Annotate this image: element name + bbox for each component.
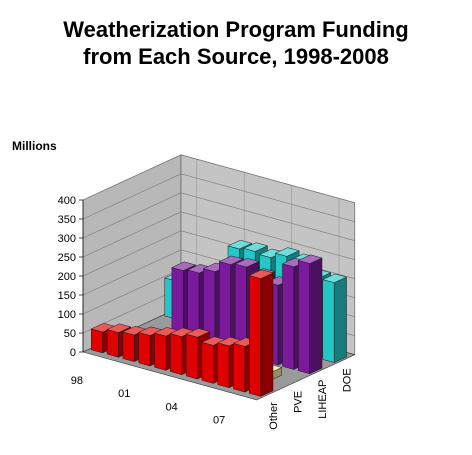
series-label-liheap: LIHEAP — [317, 380, 329, 419]
bar-liheap-08-face — [309, 257, 323, 375]
bar-other-08 — [248, 269, 274, 397]
bar-other-08-face — [249, 275, 261, 397]
y-tick-label-350: 350 — [58, 214, 76, 226]
bar-other-07-face — [233, 342, 246, 393]
bar-doe-08-face — [333, 276, 347, 363]
bar-doe-08-face — [322, 279, 335, 363]
gridline — [82, 154, 355, 203]
y-tick-label-250: 250 — [58, 252, 76, 264]
bar-other-02-face — [154, 332, 167, 371]
y-tick-label-300: 300 — [58, 233, 76, 245]
bar-other-99-face — [106, 323, 132, 333]
bar-liheap-00-face — [171, 261, 197, 271]
bar-other-05-face — [201, 341, 214, 384]
bar-doe-03-face — [243, 242, 269, 252]
bar-other-04-face — [185, 333, 198, 380]
y-tick-label-50: 50 — [64, 328, 76, 340]
x-tick-label-04: 04 — [166, 401, 178, 413]
x-tick-label-98: 98 — [71, 375, 83, 387]
gridline — [82, 211, 355, 260]
bar-other-99-face — [106, 329, 119, 358]
bar-other-01-face — [138, 332, 151, 367]
bar-liheap-04-face — [234, 258, 260, 268]
bar-other-06-face — [217, 342, 230, 389]
bar-liheap-07-face — [282, 263, 295, 370]
chart-title-line1: Weatherization Program Funding — [63, 17, 409, 42]
bar-doe-08 — [322, 273, 348, 363]
bar-liheap-03-face — [218, 255, 244, 265]
x-tick-label-01: 01 — [118, 388, 130, 400]
bar-doe-05-face — [274, 247, 300, 257]
gridline — [82, 173, 355, 222]
series-label-other: Other — [268, 402, 280, 430]
y-tick-label-100: 100 — [58, 309, 76, 321]
bar-liheap-08-face — [298, 260, 310, 375]
x-tick-label-07: 07 — [213, 414, 225, 426]
bar-liheap-08 — [297, 254, 323, 375]
y-tick-label-150: 150 — [58, 290, 76, 302]
y-tick-label-200: 200 — [58, 271, 76, 283]
bar-liheap-08-face — [297, 254, 323, 264]
bar-doe-08-face — [322, 273, 348, 283]
y-axis-label: Millions — [12, 139, 57, 153]
y-tick-label-400: 400 — [58, 195, 76, 207]
bar-other-03-face — [170, 333, 182, 376]
bar-other-00-face — [122, 331, 135, 362]
bar-other-08-face — [248, 269, 274, 279]
gridline — [82, 192, 355, 241]
series-label-doe: DOE — [342, 368, 354, 392]
y-tick-label-0: 0 — [70, 347, 76, 359]
series-label-pve: PVE — [293, 391, 305, 413]
bar-other-98-face — [91, 328, 103, 354]
chart-title-line2: from Each Source, 1998-2008 — [83, 44, 389, 69]
bar-doe-02-face — [227, 239, 253, 250]
bar-other-04-face — [185, 328, 211, 338]
bar-other-08-face — [260, 272, 274, 397]
